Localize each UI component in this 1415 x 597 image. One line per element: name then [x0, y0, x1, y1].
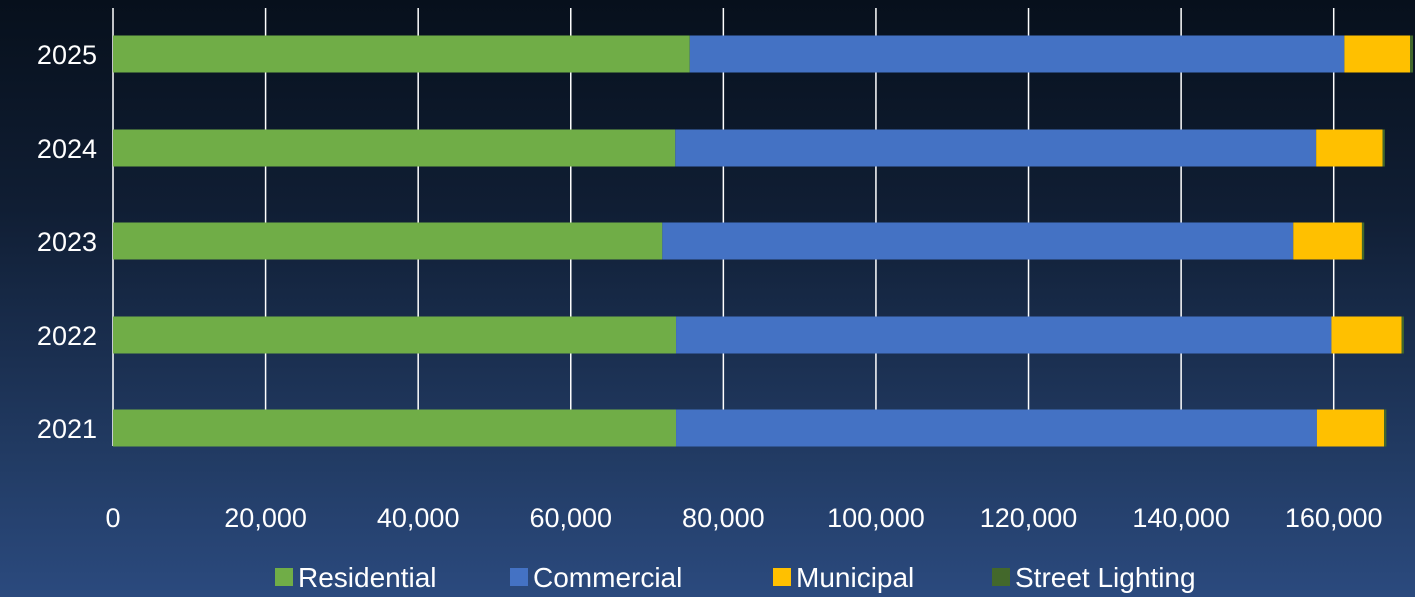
bar-2024-municipal [1316, 129, 1383, 167]
x-tick-label-5: 100,000 [827, 503, 925, 533]
legend-swatch-residential [275, 568, 293, 586]
bar-2022-street-lighting [1401, 316, 1404, 354]
bar-2021-residential [113, 409, 677, 447]
bar-2025-street-lighting [1410, 35, 1414, 73]
legend-label-municipal: Municipal [796, 562, 914, 593]
legend: Residential Commercial Municipal Street Lig… [275, 562, 1196, 593]
bar-2022-municipal [1331, 316, 1402, 354]
x-tick-label-6: 120,000 [980, 503, 1078, 533]
y-tick-label-2025: 2025 [37, 40, 97, 70]
y-tick-label-2023: 2023 [37, 227, 97, 257]
bar-2022-residential [113, 316, 677, 354]
x-tick-label-3: 60,000 [529, 503, 612, 533]
x-tick-label-2: 40,000 [377, 503, 460, 533]
legend-swatch-street-lighting [992, 568, 1010, 586]
bar-2023-street-lighting [1361, 222, 1365, 260]
legend-label-residential: Residential [298, 562, 437, 593]
bar-2021-municipal [1316, 409, 1385, 447]
bar-2025-residential [113, 35, 690, 73]
bar-2024-residential [113, 129, 676, 167]
legend-label-commercial: Commercial [533, 562, 682, 593]
bar-2021-commercial [676, 409, 1317, 447]
bar-2023-municipal [1293, 222, 1362, 260]
bar-2024-commercial [675, 129, 1317, 167]
x-tick-label-8: 160,000 [1285, 503, 1383, 533]
y-tick-label-2021: 2021 [37, 414, 97, 444]
bar-2022-commercial [676, 316, 1332, 354]
bar-2024-street-lighting [1382, 129, 1385, 167]
y-tick-label-2022: 2022 [37, 321, 97, 351]
legend-swatch-commercial [510, 568, 528, 586]
bar-2025-commercial [689, 35, 1345, 73]
y-axis-labels: 2025 2024 2023 2022 2021 [37, 40, 97, 444]
bar-2023-commercial [662, 222, 1294, 260]
bar-2023-residential [113, 222, 663, 260]
x-tick-label-4: 80,000 [682, 503, 765, 533]
x-tick-label-7: 140,000 [1132, 503, 1230, 533]
y-tick-label-2024: 2024 [37, 134, 97, 164]
x-tick-label-0: 0 [105, 503, 120, 533]
bars [113, 35, 1414, 447]
x-tick-label-1: 20,000 [224, 503, 307, 533]
x-axis-labels: 0 20,000 40,000 60,000 80,000 100,000 120,000 1… [105, 503, 1382, 533]
legend-label-street-lighting: Street Lighting [1015, 562, 1196, 593]
bar-2021-street-lighting [1384, 409, 1387, 447]
legend-swatch-municipal [773, 568, 791, 586]
bar-2025-municipal [1344, 35, 1410, 73]
